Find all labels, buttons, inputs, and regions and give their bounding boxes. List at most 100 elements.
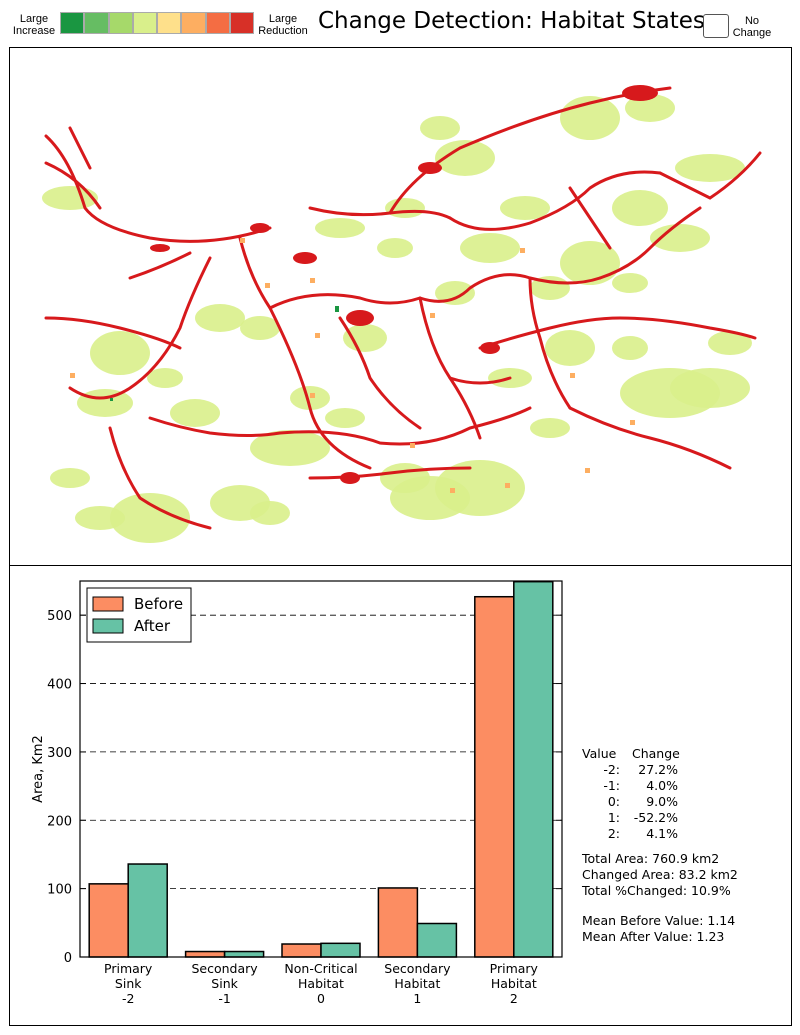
habitat-patch	[50, 468, 90, 488]
color-scale-swatch	[181, 12, 206, 34]
moderate-reduction-cell	[410, 443, 415, 448]
habitat-patch	[90, 331, 150, 375]
stats-row: 1: -52.2%	[582, 810, 738, 826]
reduction-corridor	[68, 256, 212, 400]
y-axis-label: Area, Km2	[31, 735, 46, 803]
no-change-swatch	[703, 14, 729, 38]
habitat-patch	[170, 399, 220, 427]
habitat-patch	[530, 418, 570, 438]
stats-row-change: 4.0%	[646, 778, 678, 793]
moderate-reduction-cell	[70, 373, 75, 378]
stats-row-value: -2:	[603, 762, 620, 777]
reduction-corridor	[108, 426, 212, 530]
moderate-reduction-cell	[265, 283, 270, 288]
habitat-patch	[435, 281, 475, 305]
reduction-patch	[480, 342, 500, 354]
stats-rows: -2: 27.2% -1: 4.0% 0: 9.0% 1: -52.2% 2: 4.1%	[582, 762, 738, 842]
reduction-patch	[340, 472, 360, 484]
color-scale-swatch	[84, 12, 109, 34]
habitat-patch	[650, 224, 710, 252]
habitat-patch	[195, 304, 245, 332]
legend-label: Before	[134, 595, 183, 613]
chart-legend: Before After	[86, 587, 192, 643]
y-tick-label: 0	[64, 951, 72, 966]
reduction-patch	[622, 85, 658, 101]
moderate-reduction-cell	[585, 468, 590, 473]
stats-changed-area: Changed Area: 83.2 km2	[582, 867, 738, 882]
reduction-corridor	[528, 276, 572, 410]
stats-mean-after: Mean After Value: 1.23	[582, 929, 725, 944]
stats-header: Value Change	[582, 746, 738, 762]
moderate-reduction-cell	[630, 420, 635, 425]
habitat-patch	[325, 408, 365, 428]
reduction-patch	[250, 223, 270, 233]
increase-cell	[110, 398, 113, 401]
x-tick-label: Primary Habitat 2	[490, 961, 539, 1006]
habitat-patch	[460, 233, 520, 263]
reduction-corridor	[68, 126, 92, 170]
y-tick-label: 100	[47, 883, 72, 898]
x-tick-label: Primary Sink -2	[104, 961, 153, 1006]
habitat-patch	[612, 273, 648, 293]
plot-frame	[79, 580, 563, 958]
reduction-corridor	[238, 236, 372, 470]
color-scale-swatch	[108, 12, 133, 34]
stats-row-change: 4.1%	[646, 826, 678, 841]
bar-after	[320, 942, 361, 958]
no-change-bottom: Change	[732, 27, 772, 39]
stats-mean-before: Mean Before Value: 1.14	[582, 913, 736, 928]
legend-large-reduction-label: Large Reduction	[253, 13, 313, 37]
bar-before	[377, 887, 419, 958]
bar-after	[127, 863, 168, 958]
moderate-reduction-cell	[310, 393, 315, 398]
stats-total-area: Total Area: 760.9 km2	[582, 851, 720, 866]
color-scale-swatch	[60, 12, 85, 34]
habitat-patch	[708, 331, 752, 355]
stats-header-value: Value	[582, 746, 617, 761]
habitat-patch	[240, 316, 280, 340]
stats-block: Value Change -2: 27.2% -1: 4.0% 0: 9.0% 1: -52.…	[582, 746, 738, 945]
stats-row-value: 0:	[607, 794, 620, 809]
reduction-corridor	[44, 134, 272, 243]
reduction-corridor	[338, 316, 422, 430]
reduction-patch	[418, 162, 442, 174]
y-tick-label: 400	[47, 678, 72, 693]
habitat-patch	[420, 116, 460, 140]
moderate-reduction-cell	[520, 248, 525, 253]
habitat-patch	[625, 94, 675, 122]
legend-left-bottom: Increase	[12, 25, 56, 37]
stats-row-change: -52.2%	[633, 810, 678, 825]
reduction-corridor	[44, 161, 102, 210]
color-scale-swatch	[132, 12, 157, 34]
y-tick-label: 200	[47, 814, 72, 829]
habitat-patch	[612, 190, 668, 226]
stats-row-change: 9.0%	[646, 794, 678, 809]
moderate-reduction-cell	[240, 238, 245, 243]
habitat-patch	[675, 154, 745, 182]
y-tick-label: 300	[47, 746, 72, 761]
color-scale-swatch	[229, 12, 254, 34]
reduction-corridor	[568, 406, 732, 470]
legend-swatch	[92, 618, 124, 634]
reduction-patch	[293, 252, 317, 264]
habitat-patch	[545, 330, 595, 366]
moderate-reduction-cell	[315, 333, 320, 338]
habitat-patch	[147, 368, 183, 388]
moderate-reduction-cell	[505, 483, 510, 488]
reduction-corridor	[148, 416, 282, 437]
reduction-corridor	[128, 251, 192, 280]
reduction-patch	[150, 244, 170, 252]
moderate-reduction-cell	[450, 488, 455, 493]
stats-row-change: 27.2%	[638, 762, 678, 777]
map-panel	[9, 47, 792, 566]
reduction-corridor	[44, 316, 182, 350]
moderate-reduction-cell	[310, 278, 315, 283]
habitat-patch	[560, 241, 620, 285]
color-scale-swatch	[205, 12, 230, 34]
moderate-reduction-cell	[570, 373, 575, 378]
x-tick-label: Secondary Habitat 1	[384, 961, 451, 1006]
reduction-corridor	[598, 206, 702, 280]
x-tick-label: Non-Critical Habitat 0	[284, 961, 357, 1006]
bar-before	[88, 883, 129, 958]
